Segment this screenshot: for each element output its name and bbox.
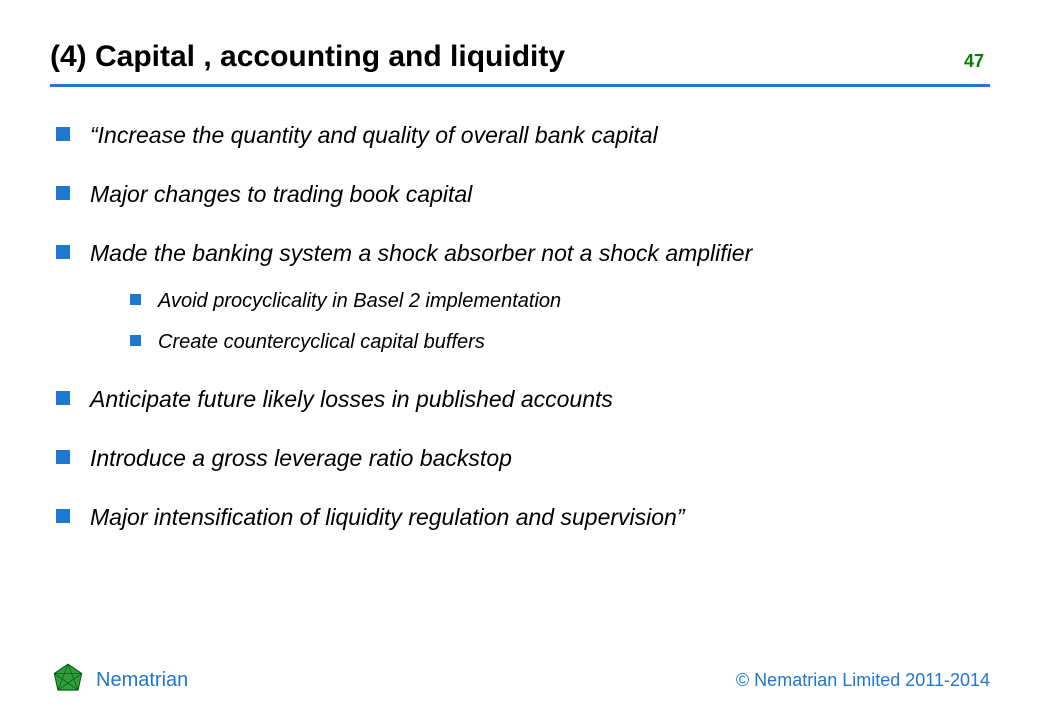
list-item: Create countercyclical capital buffers xyxy=(130,330,990,355)
list-item: Major intensification of liquidity regul… xyxy=(56,503,990,532)
bullet-text: Create countercyclical capital buffers xyxy=(158,331,485,353)
list-item: Anticipate future likely losses in publi… xyxy=(56,385,990,414)
bullet-text: Anticipate future likely losses in publi… xyxy=(90,386,613,412)
bullet-text: Avoid procyclicality in Basel 2 implemen… xyxy=(158,290,561,312)
list-item: “Increase the quantity and quality of ov… xyxy=(56,121,990,150)
bullet-text: Major intensification of liquidity regul… xyxy=(90,504,685,530)
list-item: Avoid procyclicality in Basel 2 implemen… xyxy=(130,289,990,314)
nematrian-logo-icon xyxy=(50,662,86,698)
bullet-text: “Increase the quantity and quality of ov… xyxy=(90,122,658,148)
list-item: Major changes to trading book capital xyxy=(56,180,990,209)
footer-left: Nematrian xyxy=(50,662,188,698)
header-row: (4) Capital , accounting and liquidity 4… xyxy=(50,40,990,82)
bullet-text: Introduce a gross leverage ratio backsto… xyxy=(90,445,512,471)
slide-title: (4) Capital , accounting and liquidity xyxy=(50,40,565,74)
bullet-text: Major changes to trading book capital xyxy=(90,181,472,207)
bullet-text: Made the banking system a shock absorber… xyxy=(90,240,752,266)
footer: Nematrian © Nematrian Limited 2011-2014 xyxy=(50,662,990,698)
content-area: “Increase the quantity and quality of ov… xyxy=(50,87,990,532)
list-item: Introduce a gross leverage ratio backsto… xyxy=(56,444,990,473)
copyright-text: © Nematrian Limited 2011-2014 xyxy=(736,670,990,691)
brand-name: Nematrian xyxy=(96,669,188,692)
slide: (4) Capital , accounting and liquidity 4… xyxy=(0,0,1040,720)
page-number: 47 xyxy=(964,51,990,74)
list-item: Made the banking system a shock absorber… xyxy=(56,239,990,356)
sub-bullet-list: Avoid procyclicality in Basel 2 implemen… xyxy=(130,289,990,355)
bullet-list: “Increase the quantity and quality of ov… xyxy=(56,121,990,532)
